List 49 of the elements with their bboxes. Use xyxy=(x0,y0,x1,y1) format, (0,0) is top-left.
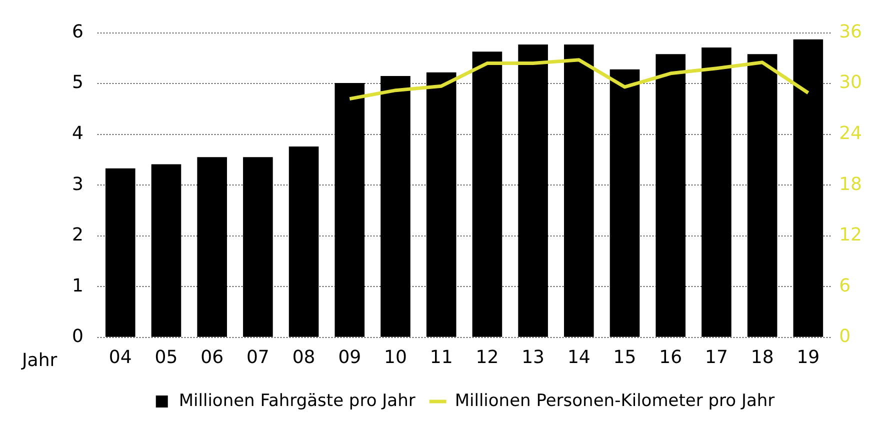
y2-tick-label: 24 xyxy=(839,123,862,144)
bar xyxy=(288,146,319,337)
bar xyxy=(702,48,732,337)
x-tick-label: 06 xyxy=(200,346,224,368)
x-tick-label: 07 xyxy=(246,346,270,368)
x-tick-label: 10 xyxy=(384,346,407,368)
y2-tick-label: 0 xyxy=(839,326,851,348)
x-tick-label: 04 xyxy=(108,346,132,368)
bar xyxy=(426,72,456,337)
x-tick-label: 19 xyxy=(796,346,820,368)
bar xyxy=(151,164,182,337)
y-tick-label: 6 xyxy=(72,21,84,42)
x-tick-label: 15 xyxy=(613,346,636,368)
bar xyxy=(334,83,365,337)
y2-tick-label: 36 xyxy=(839,21,862,42)
y2-tick-label: 12 xyxy=(839,224,862,246)
x-tick-label: 08 xyxy=(292,346,316,368)
x-tick-label: 11 xyxy=(430,346,453,368)
y2-tick-label: 6 xyxy=(839,275,851,296)
bar xyxy=(472,52,502,337)
x-tick-label: 13 xyxy=(522,346,545,368)
bar xyxy=(197,157,227,337)
x-tick-label: 05 xyxy=(154,346,178,368)
bar xyxy=(610,69,640,337)
legend-label: Millionen Personen-Kilometer pro Jahr xyxy=(454,390,775,411)
x-tick-label: 14 xyxy=(567,346,590,368)
bar xyxy=(105,168,136,337)
bar xyxy=(243,157,273,337)
x-tick-label: 12 xyxy=(476,346,499,368)
legend-label: Millionen Fahrgäste pro Jahr xyxy=(178,390,416,411)
bar xyxy=(518,44,548,337)
y-tick-label: 0 xyxy=(72,326,84,348)
y-tick-label: 4 xyxy=(72,123,84,144)
x-tick-label: 18 xyxy=(750,346,774,368)
y-tick-label: 2 xyxy=(72,224,84,246)
y-tick-label: 1 xyxy=(72,275,84,296)
bar xyxy=(564,44,594,337)
y2-tick-label: 30 xyxy=(839,72,862,94)
bar xyxy=(747,54,778,337)
bar xyxy=(793,39,824,337)
x-axis-title: Jahr xyxy=(21,350,58,372)
bar xyxy=(380,76,410,337)
x-tick-label: 09 xyxy=(338,346,362,368)
y-tick-label: 5 xyxy=(72,72,84,94)
y2-tick-label: 18 xyxy=(839,174,862,195)
bar xyxy=(656,54,686,337)
x-tick-label: 17 xyxy=(705,346,728,368)
x-tick-label: 16 xyxy=(659,346,682,368)
y-tick-label: 3 xyxy=(72,174,84,195)
